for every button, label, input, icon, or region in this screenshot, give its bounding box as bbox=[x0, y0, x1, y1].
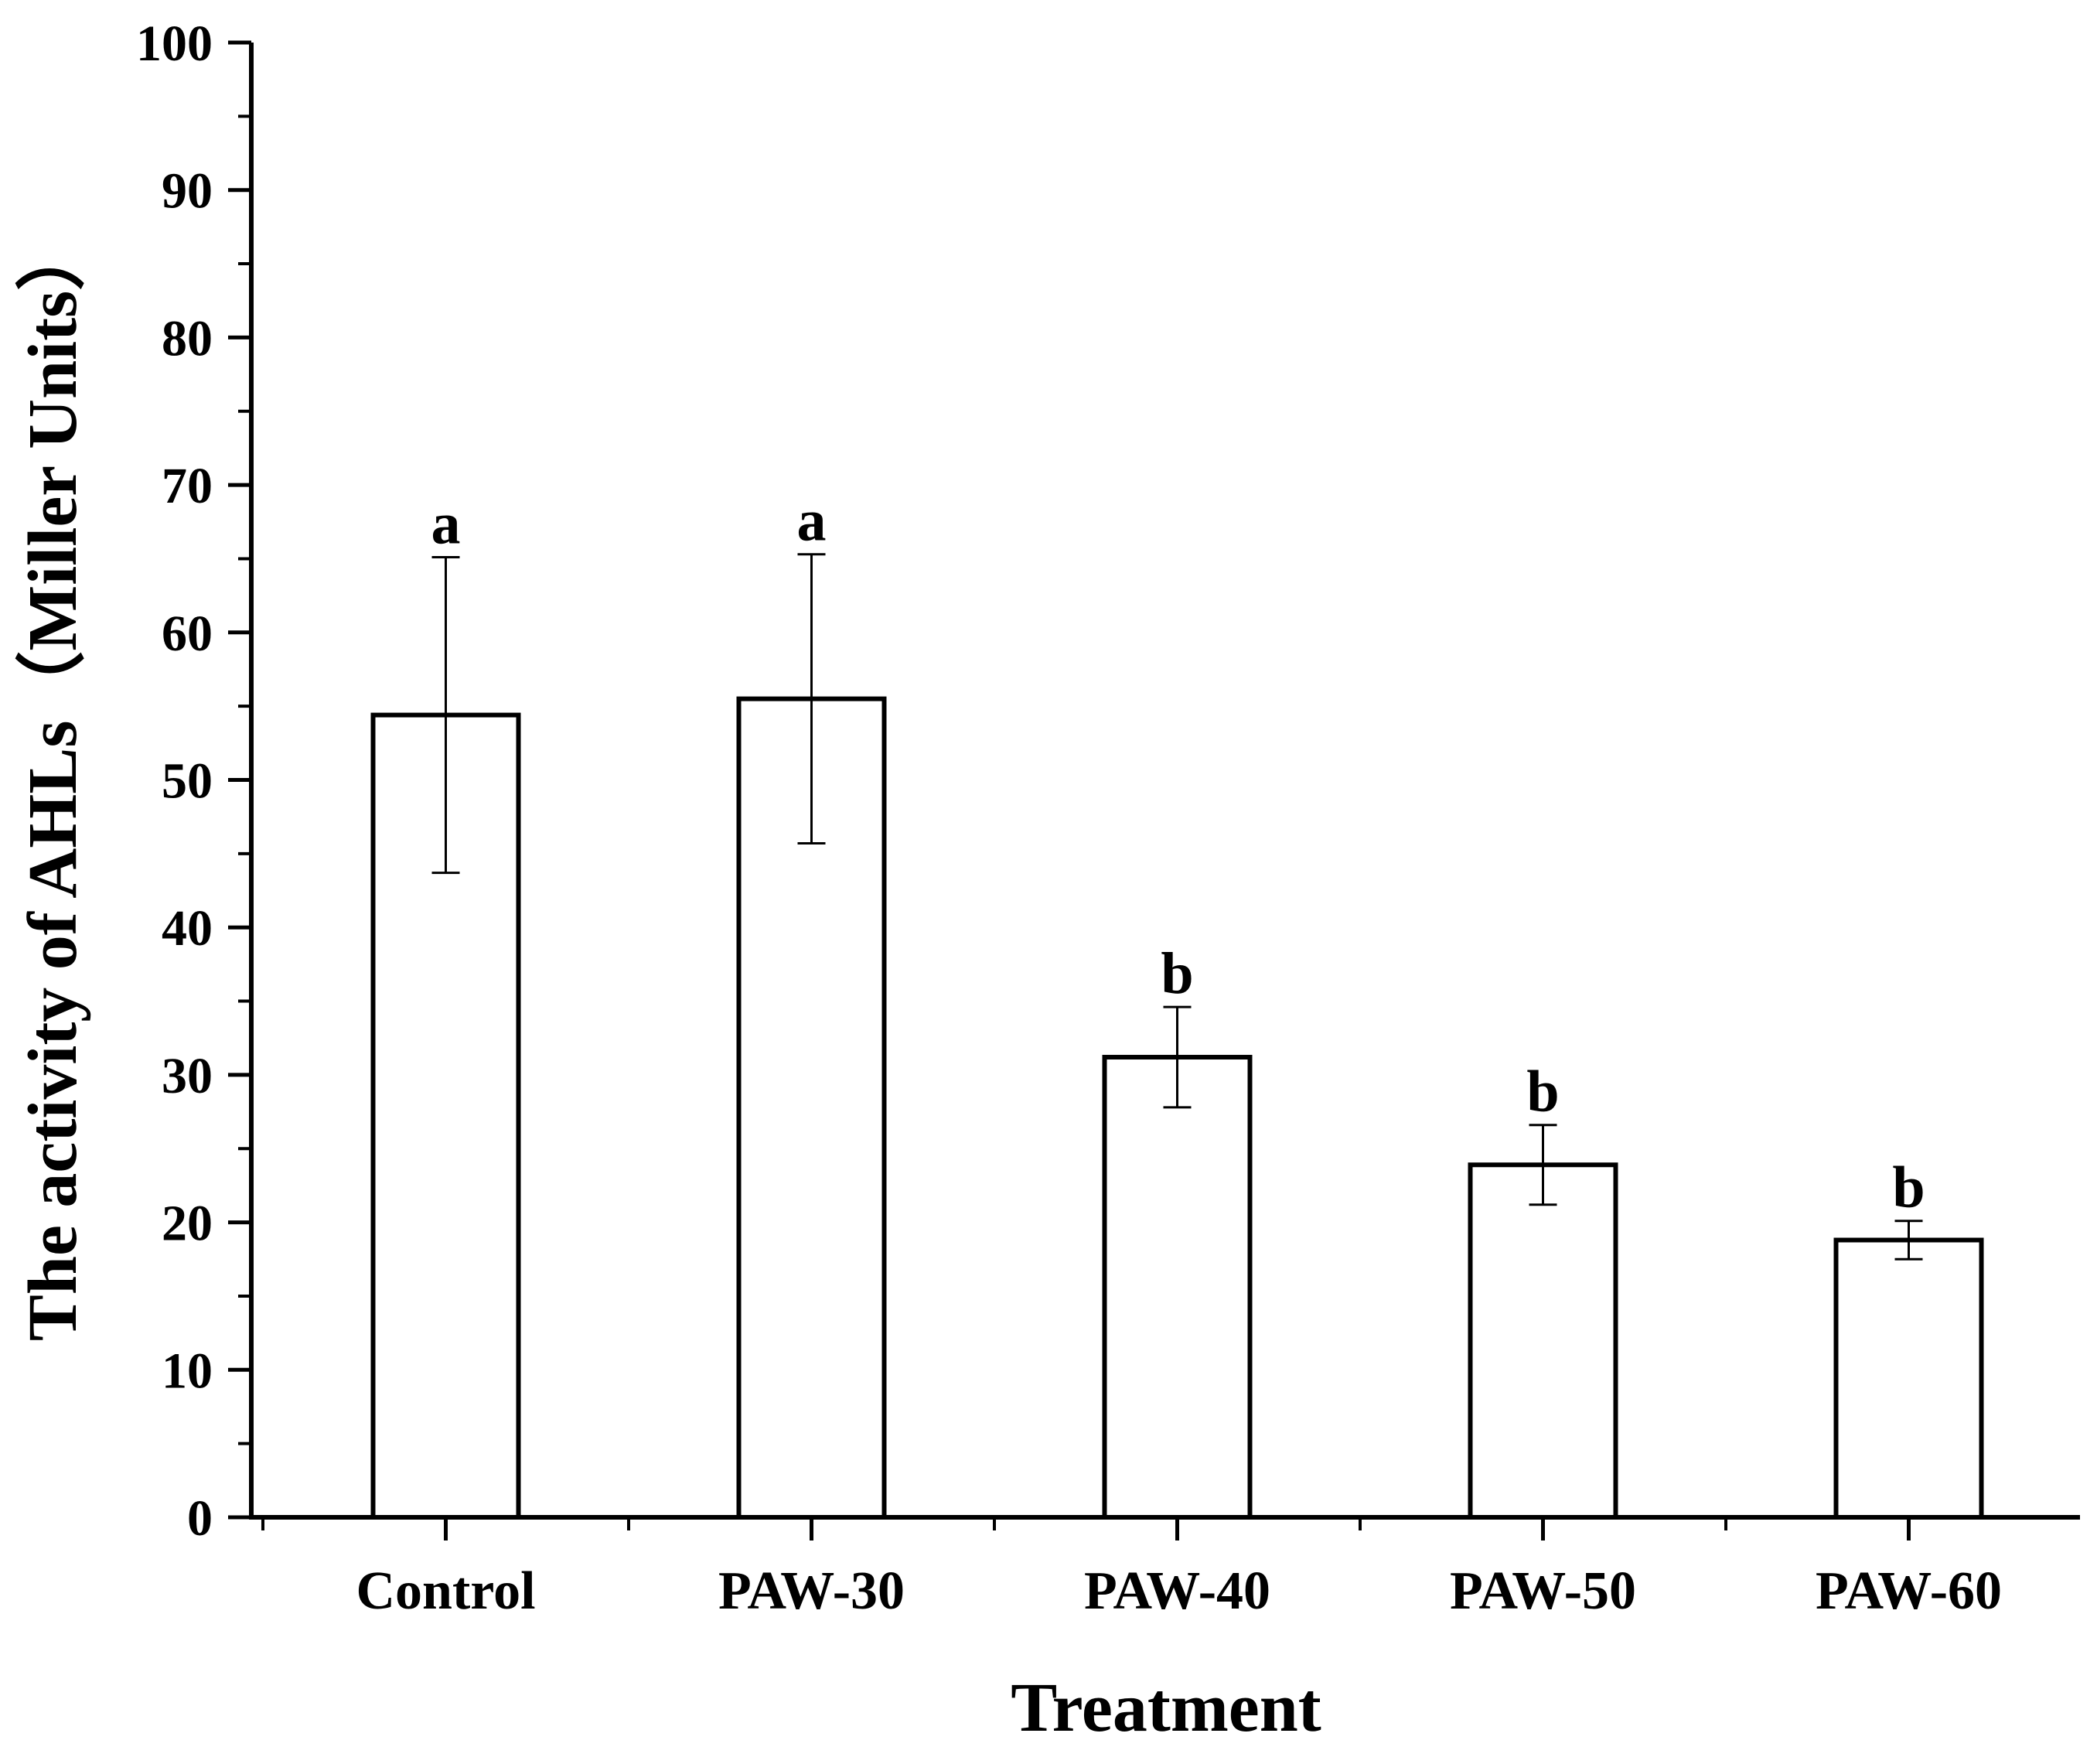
y-tick-label: 0 bbox=[187, 1490, 213, 1547]
bar bbox=[1102, 1055, 1253, 1520]
error-bars bbox=[431, 553, 1923, 1261]
category-label: PAW-40 bbox=[1084, 1561, 1270, 1621]
y-tick-label: 100 bbox=[136, 15, 213, 72]
y-tick-label: 70 bbox=[162, 458, 213, 514]
significance-letter: b bbox=[1161, 941, 1193, 1006]
bar bbox=[1833, 1237, 1984, 1520]
significance-letter: b bbox=[1892, 1155, 1925, 1220]
y-tick-label: 30 bbox=[162, 1048, 213, 1104]
significance-letter: a bbox=[431, 492, 461, 557]
y-axis-ticks: 0 10 20 30 40 50 60 70 80 90 100 bbox=[136, 15, 251, 1547]
y-tick-label: 40 bbox=[162, 900, 213, 957]
category-label: PAW-30 bbox=[718, 1561, 905, 1621]
y-tick-label: 60 bbox=[162, 606, 213, 662]
x-axis-title: Treatment bbox=[1011, 1670, 1321, 1746]
category-label: Control bbox=[356, 1561, 535, 1621]
significance-letters: a a b b b bbox=[431, 489, 1925, 1220]
y-axis-title: The activity of AHLs（Miller Units） bbox=[15, 221, 91, 1341]
y-tick-label: 90 bbox=[162, 163, 213, 220]
y-tick-label: 80 bbox=[162, 310, 213, 367]
category-label: PAW-50 bbox=[1450, 1561, 1636, 1621]
category-labels: Control PAW-30 PAW-40 PAW-50 PAW-60 bbox=[356, 1561, 2002, 1621]
significance-letter: b bbox=[1526, 1059, 1559, 1124]
y-tick-label: 10 bbox=[162, 1343, 213, 1399]
y-tick-label: 20 bbox=[162, 1196, 213, 1252]
bar bbox=[1468, 1162, 1618, 1520]
significance-letter: a bbox=[797, 489, 827, 554]
y-tick-label: 50 bbox=[162, 753, 213, 810]
category-label: PAW-60 bbox=[1816, 1561, 2002, 1621]
x-axis-ticks bbox=[261, 1517, 1911, 1541]
